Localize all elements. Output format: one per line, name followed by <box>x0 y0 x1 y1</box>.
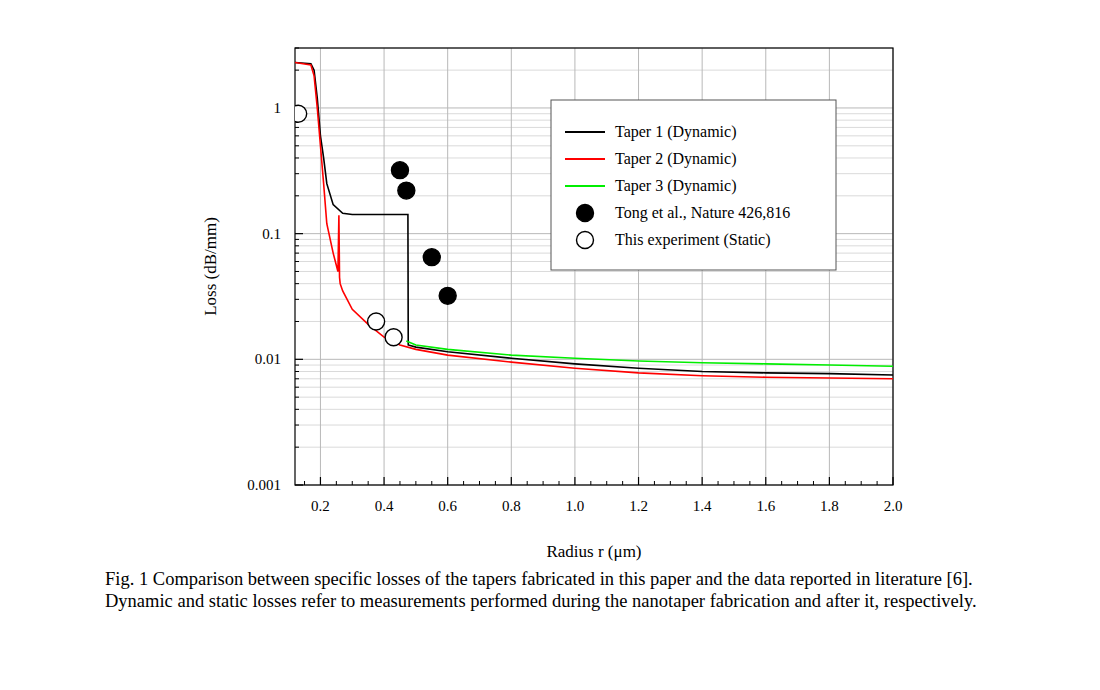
tick-label: 2.0 <box>884 498 903 514</box>
tick <box>320 477 321 485</box>
legend-label: Tong et al., Nature 426,816 <box>615 204 790 222</box>
legend-label: This experiment (Static) <box>615 231 771 249</box>
x-axis-label: Radius r (μm) <box>546 542 641 561</box>
legend-swatch <box>577 205 594 222</box>
grid-line <box>447 48 448 485</box>
minor-grid-line <box>295 283 893 284</box>
minor-grid-line <box>295 447 893 448</box>
tick-label: 1.0 <box>566 498 585 514</box>
plot-frame <box>295 48 893 485</box>
grid-line <box>384 48 385 485</box>
tick-label: 1.6 <box>756 498 775 514</box>
tick <box>574 477 575 485</box>
series-line <box>295 63 893 376</box>
tick <box>295 233 303 234</box>
tick <box>447 477 448 485</box>
tick-label: 1 <box>274 100 282 116</box>
grid <box>295 48 893 485</box>
legend-label: Taper 2 (Dynamic) <box>615 150 737 168</box>
tick <box>511 477 512 485</box>
tick-label: 1.8 <box>820 498 839 514</box>
tick <box>765 477 766 485</box>
data-point <box>398 182 415 199</box>
tick <box>383 477 384 485</box>
caption: Fig. 1 Comparison between specific losse… <box>105 568 997 612</box>
tick <box>638 477 639 485</box>
data-point <box>439 287 456 304</box>
legend: Taper 1 (Dynamic) Taper 2 (Dynamic) Taper … <box>551 100 836 270</box>
legend-swatch <box>565 131 605 133</box>
tick <box>702 477 703 485</box>
tick <box>295 359 303 360</box>
tick-label: 0.6 <box>438 498 457 514</box>
tick-label: 0.8 <box>502 498 521 514</box>
minor-grid-line <box>295 371 893 372</box>
minor-grid-line <box>295 299 893 300</box>
background <box>0 0 1100 690</box>
minor-grid-line <box>295 425 893 426</box>
legend-label: Taper 1 (Dynamic) <box>615 123 737 141</box>
tick <box>829 477 830 485</box>
legend-swatch <box>565 185 605 187</box>
legend-box <box>551 100 836 270</box>
tick-label: 0.01 <box>255 351 281 367</box>
data-point <box>385 329 402 346</box>
tick-label: 0.001 <box>247 477 281 493</box>
tick-label: 1.4 <box>693 498 712 514</box>
grid-line <box>320 48 321 485</box>
data-point <box>423 249 440 266</box>
minor-grid-line <box>295 271 893 272</box>
legend-swatch <box>565 158 605 160</box>
data-point <box>391 162 408 179</box>
tick-label: 0.2 <box>311 498 330 514</box>
y-axis-label: Loss (dB/mm) <box>201 217 220 316</box>
minor-grid-line <box>295 70 893 71</box>
data-group <box>295 63 893 379</box>
legend-swatch <box>577 232 594 249</box>
data-point <box>368 313 385 330</box>
data-point <box>295 105 307 122</box>
tick-label: 0.4 <box>375 498 394 514</box>
minor-grid-line <box>295 409 893 410</box>
minor-grid-line <box>295 397 893 398</box>
minor-grid-line <box>295 387 893 388</box>
tick-label: 1.2 <box>629 498 648 514</box>
series-line <box>295 63 893 379</box>
tick-label: 0.1 <box>262 226 281 242</box>
series-line <box>406 341 893 366</box>
grid-line <box>511 48 512 485</box>
legend-label: Taper 3 (Dynamic) <box>615 177 737 195</box>
